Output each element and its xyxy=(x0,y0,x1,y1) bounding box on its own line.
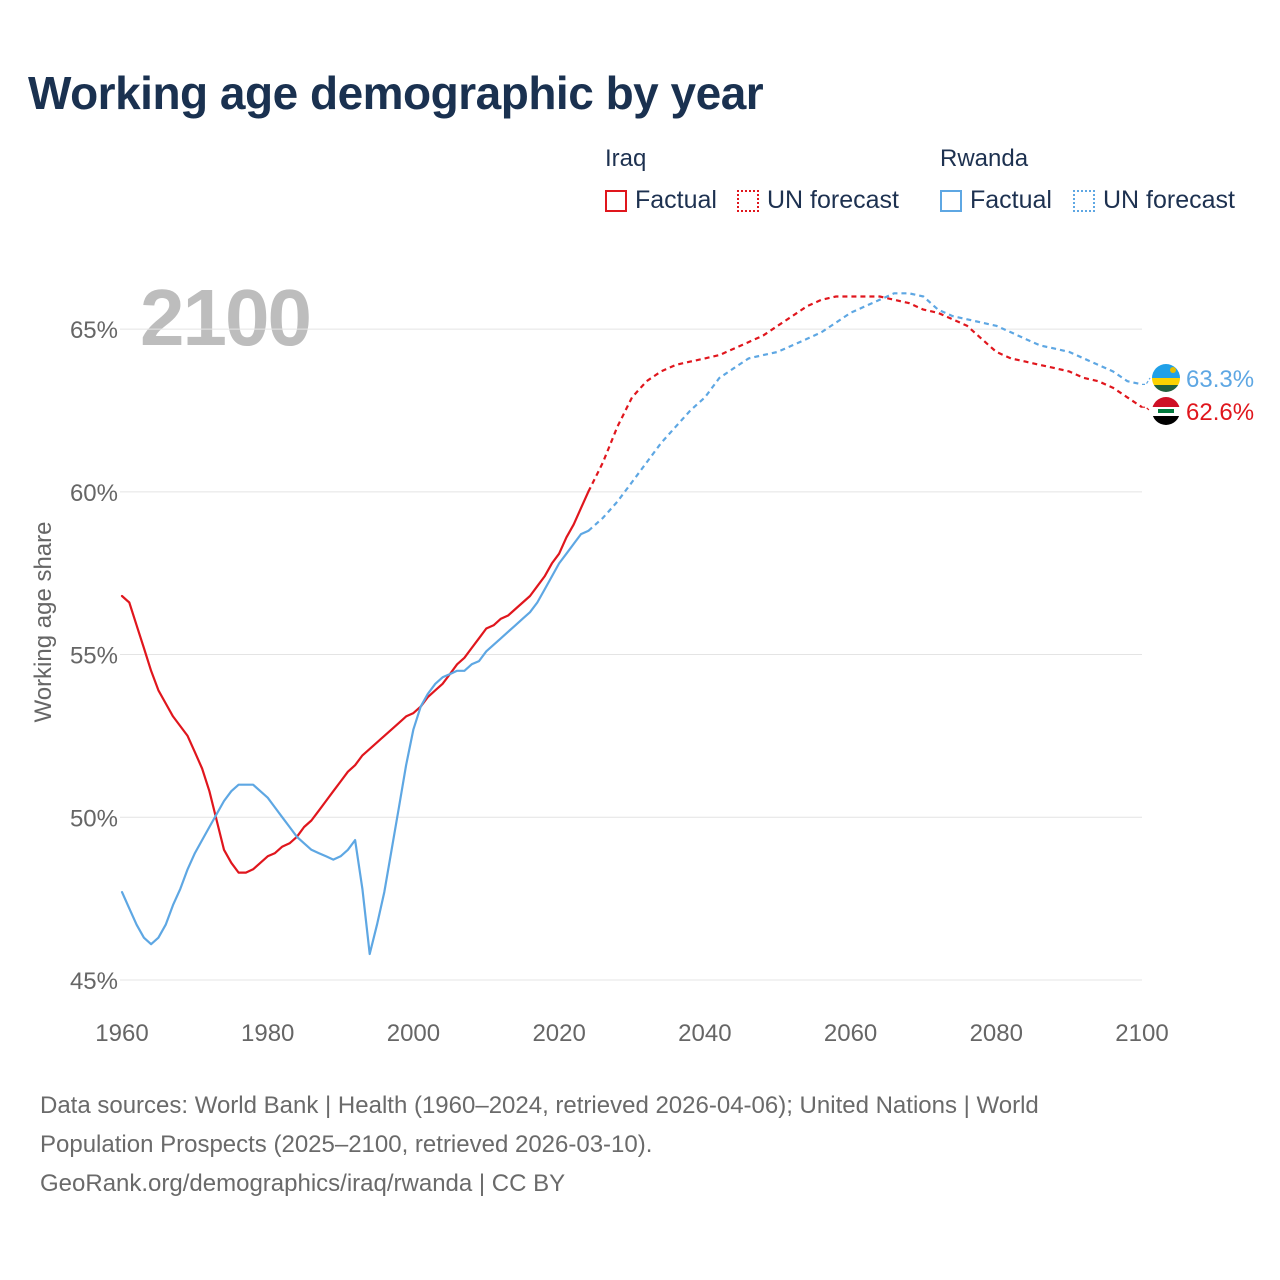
x-tick-label: 1960 xyxy=(95,1020,148,1047)
legend-rwanda-factual[interactable]: Factual xyxy=(940,186,1052,215)
chart-title: Working age demographic by year xyxy=(28,67,764,119)
y-tick-label: 60% xyxy=(70,480,118,507)
legend-label-iraq-factual: Factual xyxy=(635,186,717,214)
x-tick-label: 2020 xyxy=(532,1020,585,1047)
sources-line-1: Data sources: World Bank | Health (1960–… xyxy=(40,1092,1039,1119)
iraq-factual-line[interactable] xyxy=(120,490,590,874)
legend-label-rwanda-factual: Factual xyxy=(970,186,1052,214)
x-tick-label: 2100 xyxy=(1115,1020,1168,1047)
x-tick-label: 2000 xyxy=(387,1020,440,1047)
rwanda-end-value-label: 63.3% xyxy=(1186,366,1254,393)
iraq-end-value-label: 62.6% xyxy=(1186,399,1254,426)
legend-iraq-forecast[interactable]: UN forecast xyxy=(737,186,899,215)
legend-label-iraq-forecast: UN forecast xyxy=(767,186,899,214)
x-tick-label: 1980 xyxy=(241,1020,294,1047)
legend-swatch-iraq-forecast xyxy=(737,189,759,212)
y-tick-label: 65% xyxy=(70,317,118,344)
legend-swatch-rwanda-forecast xyxy=(1073,189,1095,212)
y-tick-label: 50% xyxy=(70,805,118,832)
legend-group-rwanda: Rwanda xyxy=(940,145,1029,172)
rwanda-flag-icon xyxy=(1152,364,1180,392)
year-watermark: 2100 xyxy=(140,273,312,362)
x-tick-label: 2040 xyxy=(678,1020,731,1047)
rwanda-factual-line[interactable] xyxy=(120,529,590,956)
rwanda-end-connector xyxy=(1142,377,1151,385)
x-tick-label: 2060 xyxy=(824,1020,877,1047)
sources-line-2: Population Prospects (2025–2100, retriev… xyxy=(40,1131,653,1158)
legend-group-iraq: Iraq xyxy=(605,145,647,172)
sources-line-3[interactable]: GeoRank.org/demographics/iraq/rwanda | C… xyxy=(40,1170,566,1197)
legend-rwanda-forecast[interactable]: UN forecast xyxy=(1073,186,1235,215)
iraq-forecast-line[interactable] xyxy=(587,295,1143,493)
iraq-end-connector xyxy=(1142,406,1151,412)
data-sources: Data sources: World Bank | Health (1960–… xyxy=(40,1086,1240,1203)
legend-iraq-factual[interactable]: Factual xyxy=(605,186,717,215)
iraq-flag-icon xyxy=(1152,397,1180,425)
legend-label-rwanda-forecast: UN forecast xyxy=(1103,186,1235,214)
legend-swatch-iraq-factual xyxy=(605,189,627,212)
legend-swatch-rwanda-factual xyxy=(940,189,962,212)
y-tick-label: 45% xyxy=(70,968,118,995)
x-tick-label: 2080 xyxy=(970,1020,1023,1047)
y-tick-label: 55% xyxy=(70,643,118,670)
